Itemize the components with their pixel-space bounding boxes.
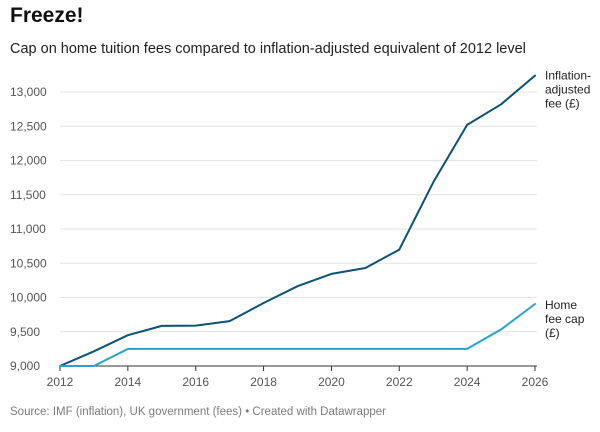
series-label-inflation-adjusted-fee: Inflation-adjusted fee (£) [545,69,591,111]
x-tick-label-2024: 2024 [454,375,481,389]
series-labels: Inflation-adjusted fee (£) Home fee cap (£) [545,69,591,340]
y-tick-label-13000: 13,000 [10,85,47,99]
x-tick-label-2020: 2020 [318,375,345,389]
x-tick-label-2026: 2026 [522,375,549,389]
series-label-home-fee-cap: Home fee cap (£) [545,298,585,340]
x-tick-label-2014: 2014 [115,375,142,389]
x-axis-ticks: 2012 2014 2016 2018 2020 2022 2024 2026 [47,366,549,389]
y-tick-label-11500: 11,500 [10,188,46,202]
x-tick-label-2022: 2022 [386,375,413,389]
y-axis-ticks: 9,000 9,500 10,000 10,500 11,000 11,500 12,000… [10,85,47,373]
chart-subtitle: Cap on home tuition fees compared to inf… [10,41,526,57]
y-tick-label-12000: 12,000 [10,154,47,168]
y-tick-label-10500: 10,500 [10,256,47,270]
x-tick-label-2012: 2012 [47,375,74,389]
x-tick-label-2018: 2018 [250,375,277,389]
series-lines [59,74,536,367]
y-tick-label-9000: 9,000 [10,359,40,373]
grid-lines [60,91,537,367]
y-tick-label-10000: 10,000 [10,291,47,305]
y-tick-label-9500: 9,500 [10,325,40,339]
source-note: Source: IMF (inflation), UK government (… [10,406,387,418]
x-tick-label-2016: 2016 [182,375,209,389]
chart-title: Freeze! [10,4,84,27]
series-line-inflation-adjusted-fee [59,74,536,367]
y-tick-label-12500: 12,500 [10,119,47,133]
y-tick-label-11000: 11,000 [10,222,46,236]
